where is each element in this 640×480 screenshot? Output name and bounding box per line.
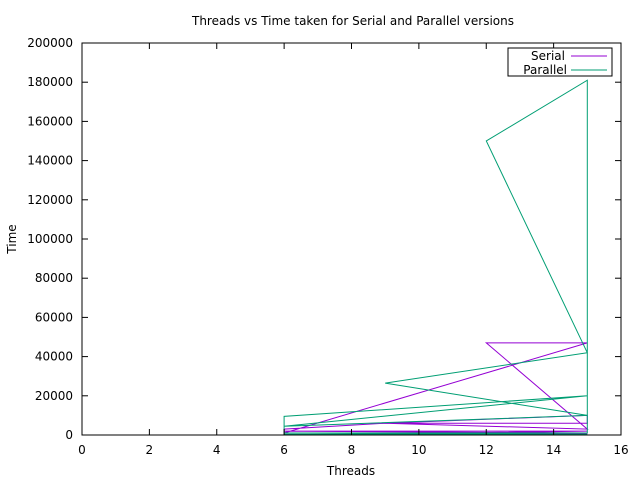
x-tick-label: 0	[78, 443, 86, 457]
y-tick-label: 0	[65, 428, 73, 442]
x-tick-label: 12	[479, 443, 494, 457]
x-tick-label: 2	[146, 443, 154, 457]
x-axis-label: Threads	[326, 464, 375, 478]
y-tick-label: 160000	[27, 114, 73, 128]
x-tick-label: 4	[213, 443, 221, 457]
legend-box	[507, 47, 613, 77]
x-axis-ticks: 0 2 4 6 8 10 12 14 16	[78, 43, 629, 457]
y-axis-ticks: 0 20000 40000 60000 80000 100000 120000 140000 1…	[27, 36, 621, 442]
y-tick-label: 140000	[27, 154, 73, 168]
y-tick-label: 120000	[27, 193, 73, 207]
legend-label-serial: Serial	[531, 49, 565, 63]
series-line-serial	[82, 342, 589, 436]
y-tick-label: 200000	[27, 36, 73, 50]
legend: Serial Parallel	[507, 47, 613, 77]
y-tick-label: 180000	[27, 75, 73, 89]
y-tick-label: 20000	[35, 389, 73, 403]
chart-title: Threads vs Time taken for Serial and Par…	[191, 14, 514, 28]
legend-label-parallel: Parallel	[523, 63, 567, 77]
x-tick-label: 8	[348, 443, 356, 457]
x-tick-label: 10	[411, 443, 426, 457]
y-tick-label: 60000	[35, 310, 73, 324]
x-tick-label: 14	[546, 443, 561, 457]
y-tick-label: 80000	[35, 271, 73, 285]
x-tick-label: 16	[613, 443, 628, 457]
y-tick-label: 40000	[35, 350, 73, 364]
x-tick-label: 6	[280, 443, 288, 457]
y-tick-label: 100000	[27, 232, 73, 246]
y-axis-label: Time	[5, 224, 19, 254]
